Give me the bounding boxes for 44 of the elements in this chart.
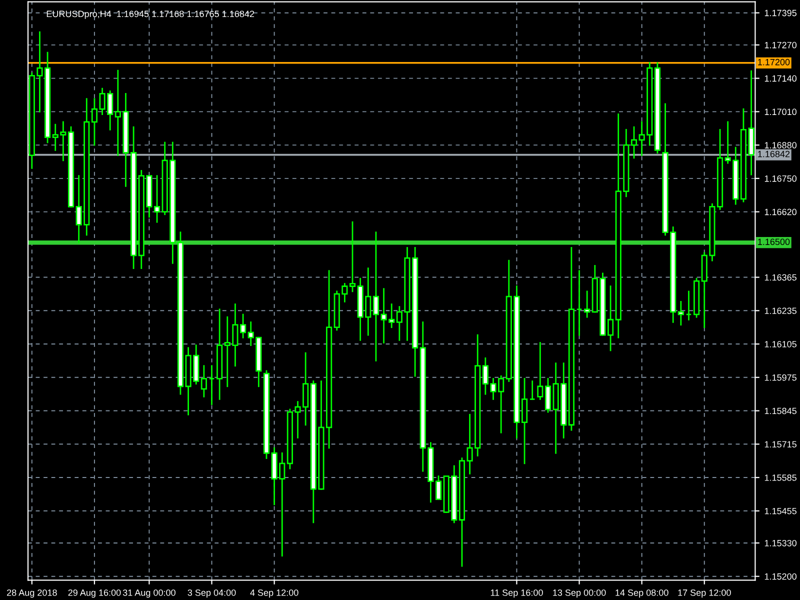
text: EURUSDpro,H4 1.16945 1.17168 1.16765 1.16842 <box>46 10 254 19</box>
candlestick <box>435 476 442 500</box>
x-tick-label: 28 Aug 2018 <box>7 589 57 598</box>
y-tick-label: 1.15585 <box>764 474 796 481</box>
y-tick-label: 1.16105 <box>764 340 796 348</box>
x-tick-label: 29 Aug 16:00 <box>68 589 121 598</box>
candlestick <box>521 378 528 464</box>
x-tick-label: 4 Sep 12:00 <box>250 589 298 598</box>
y-tick-label: 1.15200 <box>764 573 797 580</box>
candlestick <box>576 270 582 336</box>
y-tick-label: 1.16750 <box>764 175 797 182</box>
y-tick-label: 1.15845 <box>764 408 796 414</box>
candlestick <box>349 221 356 292</box>
candlestick <box>208 365 215 406</box>
ref-line-label: 1.17200 <box>758 58 790 66</box>
y-tick-label: 1.16620 <box>764 208 797 216</box>
y-tick-label: 1.17010 <box>764 108 797 116</box>
y-tick-label: 1.15330 <box>764 540 797 546</box>
candlestick <box>678 300 684 326</box>
y-tick-label: 1.17270 <box>764 42 797 48</box>
candlestick <box>544 378 552 413</box>
x-tick-label: 31 Aug 00:00 <box>122 589 176 598</box>
x-tick-label: 11 Sep 16:00 <box>490 589 543 598</box>
candlestick <box>630 126 638 159</box>
x-tick-label: 17 Sep 12:00 <box>678 589 731 598</box>
y-tick-label: 1.15715 <box>764 441 796 448</box>
y-tick-label: 1.17140 <box>764 75 797 82</box>
x-tick-label: 3 Sep 04:00 <box>188 589 236 598</box>
candlestick <box>200 365 207 398</box>
candlestick <box>529 380 536 400</box>
x-tick-label: 13 Sep 00:00 <box>553 589 606 598</box>
candlestick <box>154 175 160 223</box>
y-tick-label: 1.16235 <box>764 308 796 314</box>
candlestick <box>537 342 544 400</box>
ref-line-label: 1.16500 <box>758 238 790 246</box>
y-tick-label: 1.16880 <box>764 142 797 148</box>
candlestick <box>686 290 692 320</box>
y-tick-label: 1.17395 <box>764 10 796 16</box>
y-tick-label: 1.16365 <box>764 274 796 281</box>
y-tick-label: 1.15975 <box>764 374 796 381</box>
candlestick <box>584 290 590 318</box>
ref-line-label: 1.16842 <box>758 150 790 158</box>
x-tick-label: 14 Sep 08:00 <box>616 589 668 598</box>
y-tick-label: 1.15455 <box>764 508 796 514</box>
